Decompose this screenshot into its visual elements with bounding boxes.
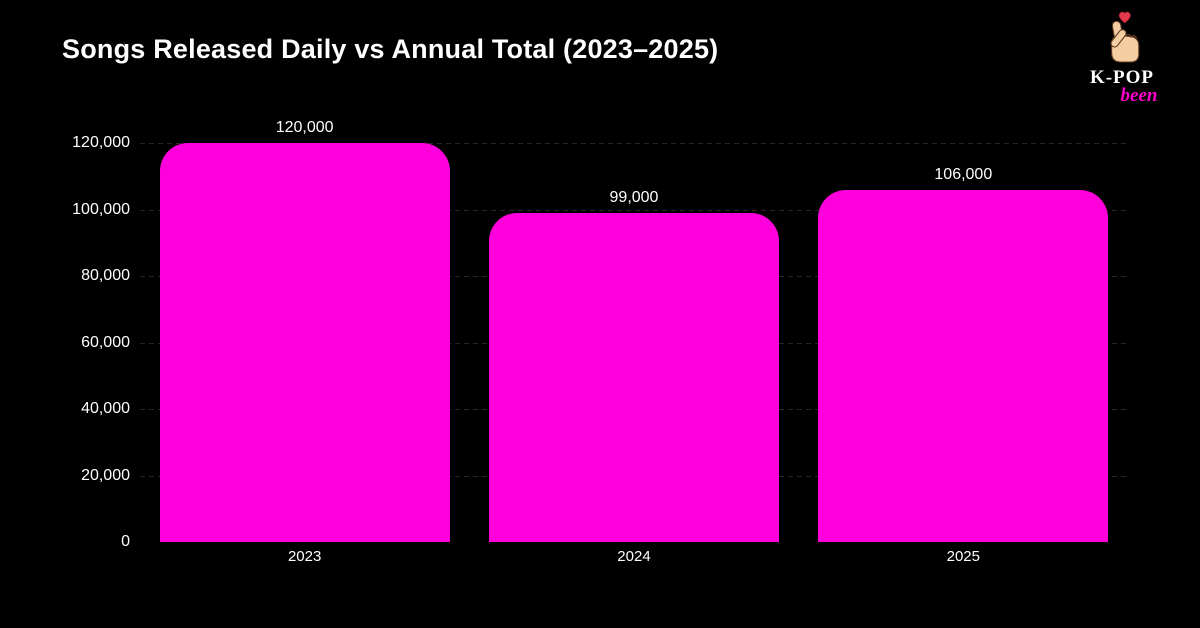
- y-axis-tick-label: 20,000: [81, 466, 130, 484]
- x-axis-tick-label: 2024: [617, 548, 651, 565]
- y-axis-tick-label: 120,000: [72, 134, 130, 151]
- finger-heart-icon: [1110, 11, 1140, 63]
- heart-icon: [1118, 11, 1131, 24]
- y-axis-tick-label: 40,000: [81, 400, 130, 417]
- gridline: [140, 143, 1128, 144]
- y-axis-tick-label: 60,000: [81, 333, 130, 351]
- y-axis-tick-label: 100,000: [72, 200, 130, 218]
- thumb: [1110, 29, 1127, 48]
- x-axis-tick-label: 2023: [287, 548, 322, 565]
- y-axis-tick-label: 80,000: [81, 267, 130, 284]
- gridline: [140, 209, 1128, 211]
- logo-text-kpop: K-POP: [1089, 67, 1155, 88]
- y-axis: 0 20,000 40,000 60,000 80,000 100,000 120,000: [0, 0, 130, 628]
- bar-value-label: 120,000: [275, 119, 334, 136]
- bar: [488, 212, 779, 542]
- bar-series: 120,000 2023 99,000 2024 106,000 2025: [140, 119, 1128, 565]
- bar-group: 120,000 2023: [140, 119, 469, 565]
- bar-group: 99,000 2024: [469, 143, 798, 565]
- x-axis-tick-label: 2025: [946, 548, 980, 565]
- bar-value-label: 99,000: [609, 188, 659, 206]
- bar: [159, 143, 450, 542]
- plot-area: 120,000 2023 99,000 2024 106,000 2025: [140, 119, 1128, 565]
- bar-value-label: 106,000: [934, 165, 993, 183]
- logo-text-been: been: [1120, 85, 1158, 106]
- bar-group: 106,000 2025: [799, 143, 1128, 565]
- y-axis-tick-label: 0: [121, 533, 130, 550]
- bar: [818, 189, 1109, 542]
- brand-logo: K-POP been: [1072, 10, 1172, 105]
- chart-title: Songs Released Daily vs Annual Total (20…: [62, 34, 719, 64]
